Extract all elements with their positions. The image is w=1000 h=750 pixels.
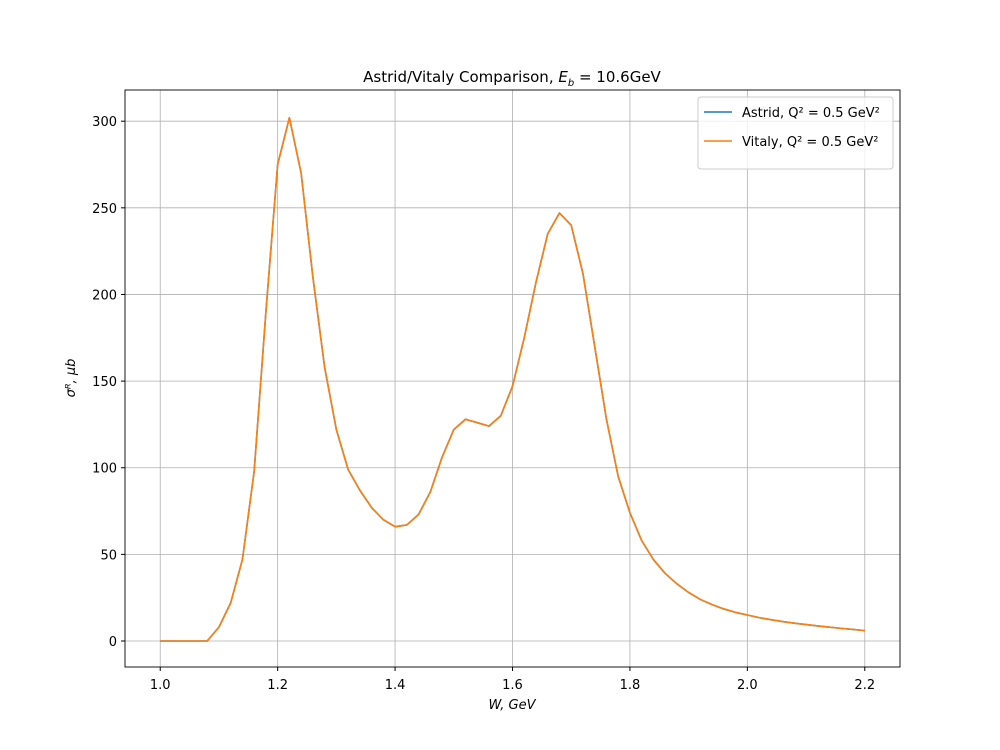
x-tick-label: 1.4 (385, 678, 406, 693)
legend-label: Vitaly, Q² = 0.5 GeV² (742, 135, 878, 150)
chart-title: Astrid/Vitaly Comparison, Eb = 10.6GeV (363, 68, 661, 89)
y-tick-label: 300 (92, 115, 117, 130)
y-tick-label: 100 (92, 462, 117, 477)
y-tick-label: 200 (92, 288, 117, 303)
x-tick-label: 2.2 (854, 678, 875, 693)
title-symbol: E (558, 68, 568, 86)
legend-box (697, 96, 894, 170)
x-tick-label: 1.6 (502, 678, 523, 693)
x-tick-label: 1.0 (150, 678, 171, 693)
x-axis-label: W, GeV (488, 698, 536, 713)
title-text: Astrid/Vitaly Comparison, (363, 68, 558, 86)
x-tick-label: 1.2 (267, 678, 288, 693)
y-tick-label: 0 (109, 635, 117, 650)
y-tick-label: 150 (92, 375, 117, 390)
y-tick-label: 50 (100, 548, 117, 563)
y-tick-label: 250 (92, 202, 117, 217)
title-equation: = 10.6GeV (574, 68, 661, 86)
plot-frame (124, 89, 901, 668)
x-tick-label: 2.0 (737, 678, 758, 693)
title-subscript: b (568, 78, 574, 89)
legend-label: Astrid, Q² = 0.5 GeV² (742, 106, 880, 121)
y-axis-label: σᴿ, μb (64, 359, 79, 398)
data-line (160, 116, 865, 642)
x-tick-label: 1.8 (620, 678, 641, 693)
